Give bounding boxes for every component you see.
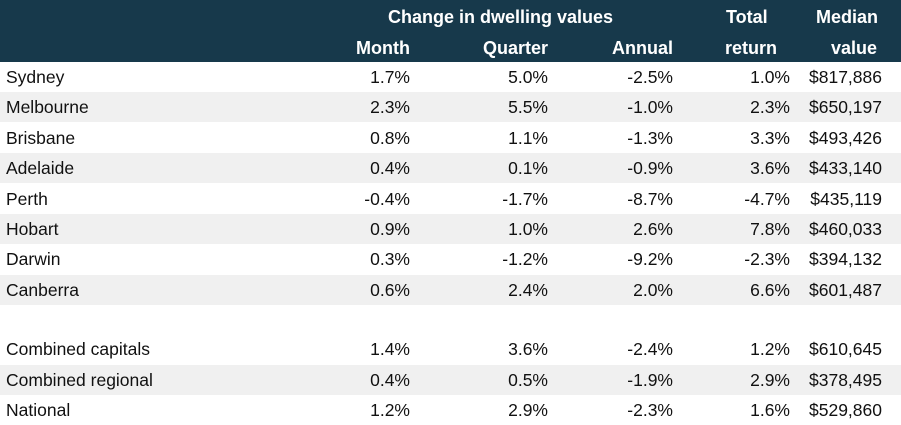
table-row: Combined capitals 1.4% 3.6% -2.4% 1.2% $610,6… bbox=[0, 334, 901, 364]
cell-name: Perth bbox=[6, 188, 48, 209]
table-row: Combined regional 0.4% 0.5% -1.9% 2.9% $378,4… bbox=[0, 364, 901, 395]
table-row: Adelaide 0.4% 0.1% -0.9% 3.6% $433,140 bbox=[0, 153, 901, 184]
cell-quarter: 1.1% bbox=[508, 127, 548, 148]
cell-total: 6.6% bbox=[750, 279, 790, 300]
cell-annual: -0.9% bbox=[627, 158, 673, 179]
cell-quarter: 2.9% bbox=[508, 400, 548, 420]
cell-name: Hobart bbox=[6, 219, 59, 239]
cell-month: 0.4% bbox=[370, 158, 410, 179]
cell-total: 2.9% bbox=[750, 369, 790, 390]
table-row: Canberra 0.6% 2.4% 2.0% 6.6% $601,487 bbox=[0, 274, 901, 305]
table-row: Darwin 0.3% -1.2% -9.2% -2.3% $394,132 bbox=[0, 244, 901, 274]
cell-median: $601,487 bbox=[809, 279, 882, 300]
cell-annual: 2.0% bbox=[633, 279, 673, 300]
header-quarter: Quarter bbox=[482, 38, 548, 58]
cell-total: 3.6% bbox=[750, 158, 790, 179]
cell-name: Canberra bbox=[6, 279, 79, 300]
cell-quarter: 1.0% bbox=[508, 219, 548, 239]
header-total-line2: return bbox=[725, 38, 778, 58]
cell-total: 3.3% bbox=[750, 127, 790, 148]
cell-median: $460,033 bbox=[809, 219, 882, 239]
cell-annual: -1.0% bbox=[627, 97, 673, 118]
cell-quarter: 0.1% bbox=[508, 158, 548, 179]
cell-median: $817,886 bbox=[809, 67, 882, 87]
cell-name: Adelaide bbox=[6, 158, 75, 179]
cell-median: $433,140 bbox=[809, 158, 882, 179]
cell-annual: -1.9% bbox=[627, 369, 673, 390]
cell-month: 0.6% bbox=[370, 279, 410, 300]
cell-total: 2.3% bbox=[750, 97, 790, 118]
table-row: Brisbane 0.8% 1.1% -1.3% 3.3% $493,426 bbox=[0, 123, 901, 153]
cell-month: 1.4% bbox=[370, 339, 410, 360]
cell-median: $529,860 bbox=[809, 400, 882, 420]
header-group-label: Change in dwelling values bbox=[388, 7, 614, 27]
cell-total: -4.7% bbox=[744, 188, 790, 209]
cell-quarter: 3.6% bbox=[508, 339, 548, 360]
cell-median: $650,197 bbox=[809, 97, 882, 118]
cell-annual: -9.2% bbox=[627, 249, 673, 270]
cell-name: National bbox=[6, 400, 71, 420]
cell-month: 0.4% bbox=[370, 369, 410, 390]
cell-median: $378,495 bbox=[809, 369, 882, 390]
table-row: Sydney 1.7% 5.0% -2.5% 1.0% $817,886 bbox=[0, 62, 901, 92]
cell-total: 1.6% bbox=[750, 400, 790, 420]
cell-annual: 2.6% bbox=[633, 219, 673, 239]
cell-name: Brisbane bbox=[6, 127, 76, 148]
cell-name: Combined capitals bbox=[6, 339, 150, 360]
cell-total: -2.3% bbox=[744, 249, 790, 270]
cell-name: Darwin bbox=[6, 249, 61, 270]
table-row: Melbourne 2.3% 5.5% -1.0% 2.3% $650,197 bbox=[0, 92, 901, 123]
header-median-line2: value bbox=[831, 38, 878, 58]
header-median-line1: Median bbox=[816, 7, 879, 27]
cell-median: $610,645 bbox=[809, 339, 882, 360]
cell-median: $493,426 bbox=[809, 127, 882, 148]
cell-total: 1.0% bbox=[750, 67, 790, 87]
header-month: Month bbox=[356, 38, 410, 58]
cell-median: $435,119 bbox=[810, 188, 882, 209]
cell-annual: -8.7% bbox=[627, 188, 673, 209]
table-row: Hobart 0.9% 1.0% 2.6% 7.8% $460,033 bbox=[0, 214, 901, 244]
cell-annual: -1.3% bbox=[627, 127, 673, 148]
cell-name: Melbourne bbox=[6, 97, 89, 118]
cell-name: Combined regional bbox=[6, 369, 153, 390]
cell-annual: -2.3% bbox=[627, 400, 673, 420]
cell-quarter: 2.4% bbox=[508, 279, 548, 300]
cell-month: -0.4% bbox=[364, 188, 410, 209]
cell-annual: -2.5% bbox=[627, 67, 673, 87]
cell-quarter: -1.7% bbox=[502, 188, 548, 209]
cell-annual: -2.4% bbox=[627, 339, 673, 360]
cell-quarter: 5.0% bbox=[508, 67, 548, 87]
cell-total: 1.2% bbox=[750, 339, 790, 360]
cell-median: $394,132 bbox=[809, 249, 882, 270]
cell-month: 0.8% bbox=[370, 127, 410, 148]
cell-month: 0.9% bbox=[370, 219, 410, 239]
header-annual: Annual bbox=[612, 38, 673, 58]
table-row: Perth -0.4% -1.7% -8.7% -4.7% $435,119 bbox=[0, 184, 901, 214]
table-header: Change in dwelling values Month Quarter … bbox=[0, 0, 901, 62]
cell-quarter: -1.2% bbox=[502, 249, 548, 270]
table-row: National 1.2% 2.9% -2.3% 1.6% $529,860 bbox=[0, 395, 901, 425]
cell-quarter: 5.5% bbox=[508, 97, 548, 118]
cell-month: 0.3% bbox=[370, 249, 410, 270]
cell-total: 7.8% bbox=[750, 219, 790, 239]
cell-month: 2.3% bbox=[370, 97, 410, 118]
cell-quarter: 0.5% bbox=[508, 369, 548, 390]
cell-month: 1.2% bbox=[370, 400, 410, 420]
header-total-line1: Total bbox=[726, 7, 768, 27]
cell-month: 1.7% bbox=[370, 67, 410, 87]
cell-name: Sydney bbox=[6, 67, 65, 87]
